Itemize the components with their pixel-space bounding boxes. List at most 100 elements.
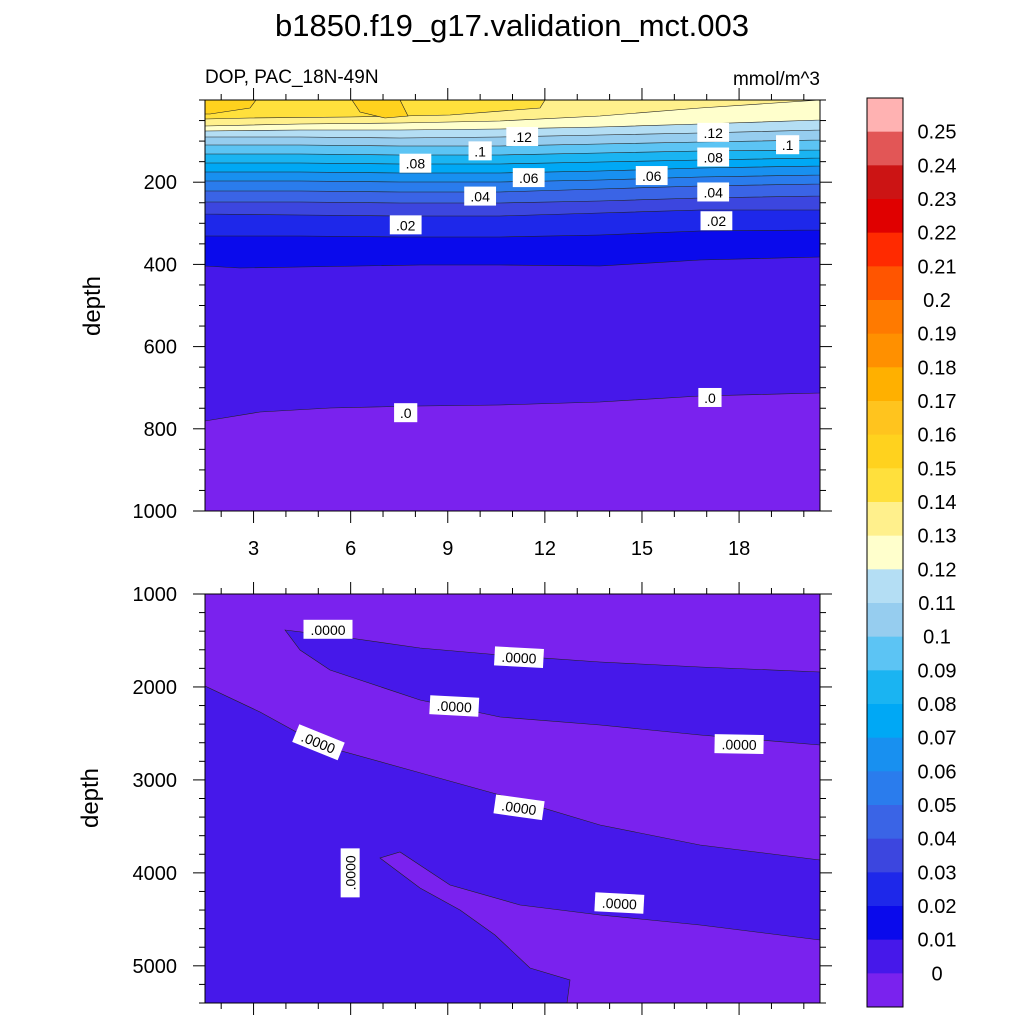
contour-label: .1 — [776, 135, 800, 155]
top-ytick-label: 600 — [144, 337, 177, 359]
contour-label-bg — [776, 135, 800, 155]
top-ytick-label: 1000 — [133, 501, 178, 523]
band-0.15-0.16 — [205, 100, 257, 115]
colorbar-label: 0.05 — [918, 795, 957, 817]
colorbar-swatch — [867, 98, 903, 133]
colorbar-swatch — [867, 165, 903, 200]
colorbar-swatch — [867, 737, 903, 772]
colorbar-label: 0.19 — [918, 324, 957, 346]
contour-label: .0000 — [714, 734, 764, 755]
colorbar-label: 0.24 — [918, 155, 957, 177]
contour-label-text: .04 — [470, 189, 490, 205]
colorbar-swatch — [867, 468, 903, 503]
colorbar-label: 0.09 — [918, 660, 957, 682]
colorbar-swatch — [867, 266, 903, 301]
top-ytick-label: 800 — [144, 419, 177, 441]
contour-label-text: .08 — [406, 156, 426, 172]
contour-label-bg — [303, 619, 353, 639]
contour-label: .0000 — [303, 619, 353, 639]
colorbar-swatch — [867, 704, 903, 739]
colorbar-label: 0.21 — [918, 256, 957, 278]
contour-label: .08 — [399, 153, 432, 173]
colorbar-label: 0.2 — [923, 290, 951, 312]
contour-label-text: .12 — [512, 129, 532, 145]
contour-label-text: .06 — [519, 170, 539, 186]
contour-label-text: .08 — [703, 150, 723, 166]
colorbar-swatch — [867, 872, 903, 907]
contour-label: .0 — [394, 403, 418, 423]
bottom-ytick-label: 2000 — [133, 677, 178, 699]
contour-label-bg — [394, 403, 418, 423]
contour-label-text: .06 — [642, 168, 662, 184]
top-panel: 3 6 9 12 15 18 200 400 600 800 1000 .12 .12 .1 .1 .08.… — [79, 88, 832, 560]
bottom-axes: 1000 2000 3000 4000 5000 — [133, 582, 832, 1015]
colorbar-swatch — [867, 434, 903, 469]
bottom-ytick-label: 3000 — [133, 770, 178, 792]
colorbar-label: 0.06 — [918, 761, 957, 783]
chart-title: b1850.f19_g17.validation_mct.003 — [275, 8, 749, 43]
contour-label-text: .12 — [703, 125, 723, 141]
colorbar-frame — [866, 97, 904, 1008]
colorbar-swatch — [867, 367, 903, 402]
bottom-ylabel: depth — [77, 768, 104, 828]
bottom-ytick-label: 1000 — [133, 584, 178, 606]
colorbar-swatch — [867, 232, 903, 267]
colorbar-label: 0.22 — [918, 223, 957, 245]
contour-label-bg — [292, 724, 345, 761]
top-xtick-label: 6 — [345, 538, 356, 560]
colorbar-label: 0.1 — [923, 627, 951, 649]
colorbar-label: 0.01 — [918, 930, 957, 952]
colorbar-swatch — [867, 603, 903, 638]
colorbar-label: 0.08 — [918, 694, 957, 716]
top-xtick-label: 3 — [248, 538, 259, 560]
colorbar-label: 0.07 — [918, 728, 957, 750]
colorbar-label: 0.16 — [918, 425, 957, 447]
contour-label-bg — [714, 734, 764, 755]
contour-label-text: .02 — [707, 213, 727, 229]
contour-label-text: .0000 — [501, 797, 538, 818]
contour-label-text: .0000 — [721, 736, 757, 753]
top-xtick-label: 9 — [442, 538, 453, 560]
colorbar-swatch — [867, 535, 903, 570]
contour-label-text: .02 — [396, 217, 416, 233]
contour-label-bg — [494, 646, 544, 668]
contour-label: .0000 — [340, 848, 360, 898]
contour-label-bg — [698, 387, 722, 407]
colorbar-swatch — [867, 805, 903, 840]
colorbar-swatch — [867, 906, 903, 941]
bottom-panel: 1000 2000 3000 4000 5000 .0000 .0000 .0000 .000… — [77, 582, 832, 1015]
top-ytick-label: 200 — [144, 172, 177, 194]
contour-label-text: .0 — [704, 390, 716, 406]
contour-label-bg — [429, 695, 480, 717]
top-ylabel: depth — [79, 276, 106, 336]
contour-label-bg — [464, 186, 497, 206]
colorbar-swatch — [867, 838, 903, 873]
bottom-ytick-label: 5000 — [133, 956, 178, 978]
contour-label-bg — [399, 153, 432, 173]
colorbar-swatch — [867, 333, 903, 368]
contour-label-bg — [697, 147, 730, 167]
contour-label-bg — [506, 126, 539, 146]
contour-label: .12 — [506, 126, 539, 146]
contour-label: .04 — [464, 186, 497, 206]
top-xtick-label: 15 — [631, 538, 653, 560]
contour-label-bg — [389, 215, 422, 235]
contour-label-bg — [512, 168, 545, 188]
contour-label: .0000 — [594, 892, 645, 914]
colorbar-label: 0.03 — [918, 862, 957, 884]
contour-label-bg — [493, 794, 545, 821]
contour-label: .0000 — [429, 695, 480, 717]
contour-label-bg — [697, 182, 730, 202]
subtitle-units: mmol/m^3 — [733, 69, 820, 90]
contour-label-bg — [340, 848, 360, 898]
colorbar-swatch — [867, 670, 903, 705]
colorbar-label: 0.17 — [918, 391, 957, 413]
contour-label: .06 — [512, 168, 545, 188]
contour-label: .1 — [468, 141, 492, 161]
colorbar: 0.25 0.24 0.23 0.22 0.21 0.2 0.19 0.18 0.17 0.16 0… — [866, 97, 957, 1008]
contour-label: .06 — [635, 166, 668, 186]
colorbar-label: 0.02 — [918, 896, 957, 918]
colorbar-swatch — [867, 636, 903, 671]
contour-label-text: .0000 — [343, 855, 359, 890]
